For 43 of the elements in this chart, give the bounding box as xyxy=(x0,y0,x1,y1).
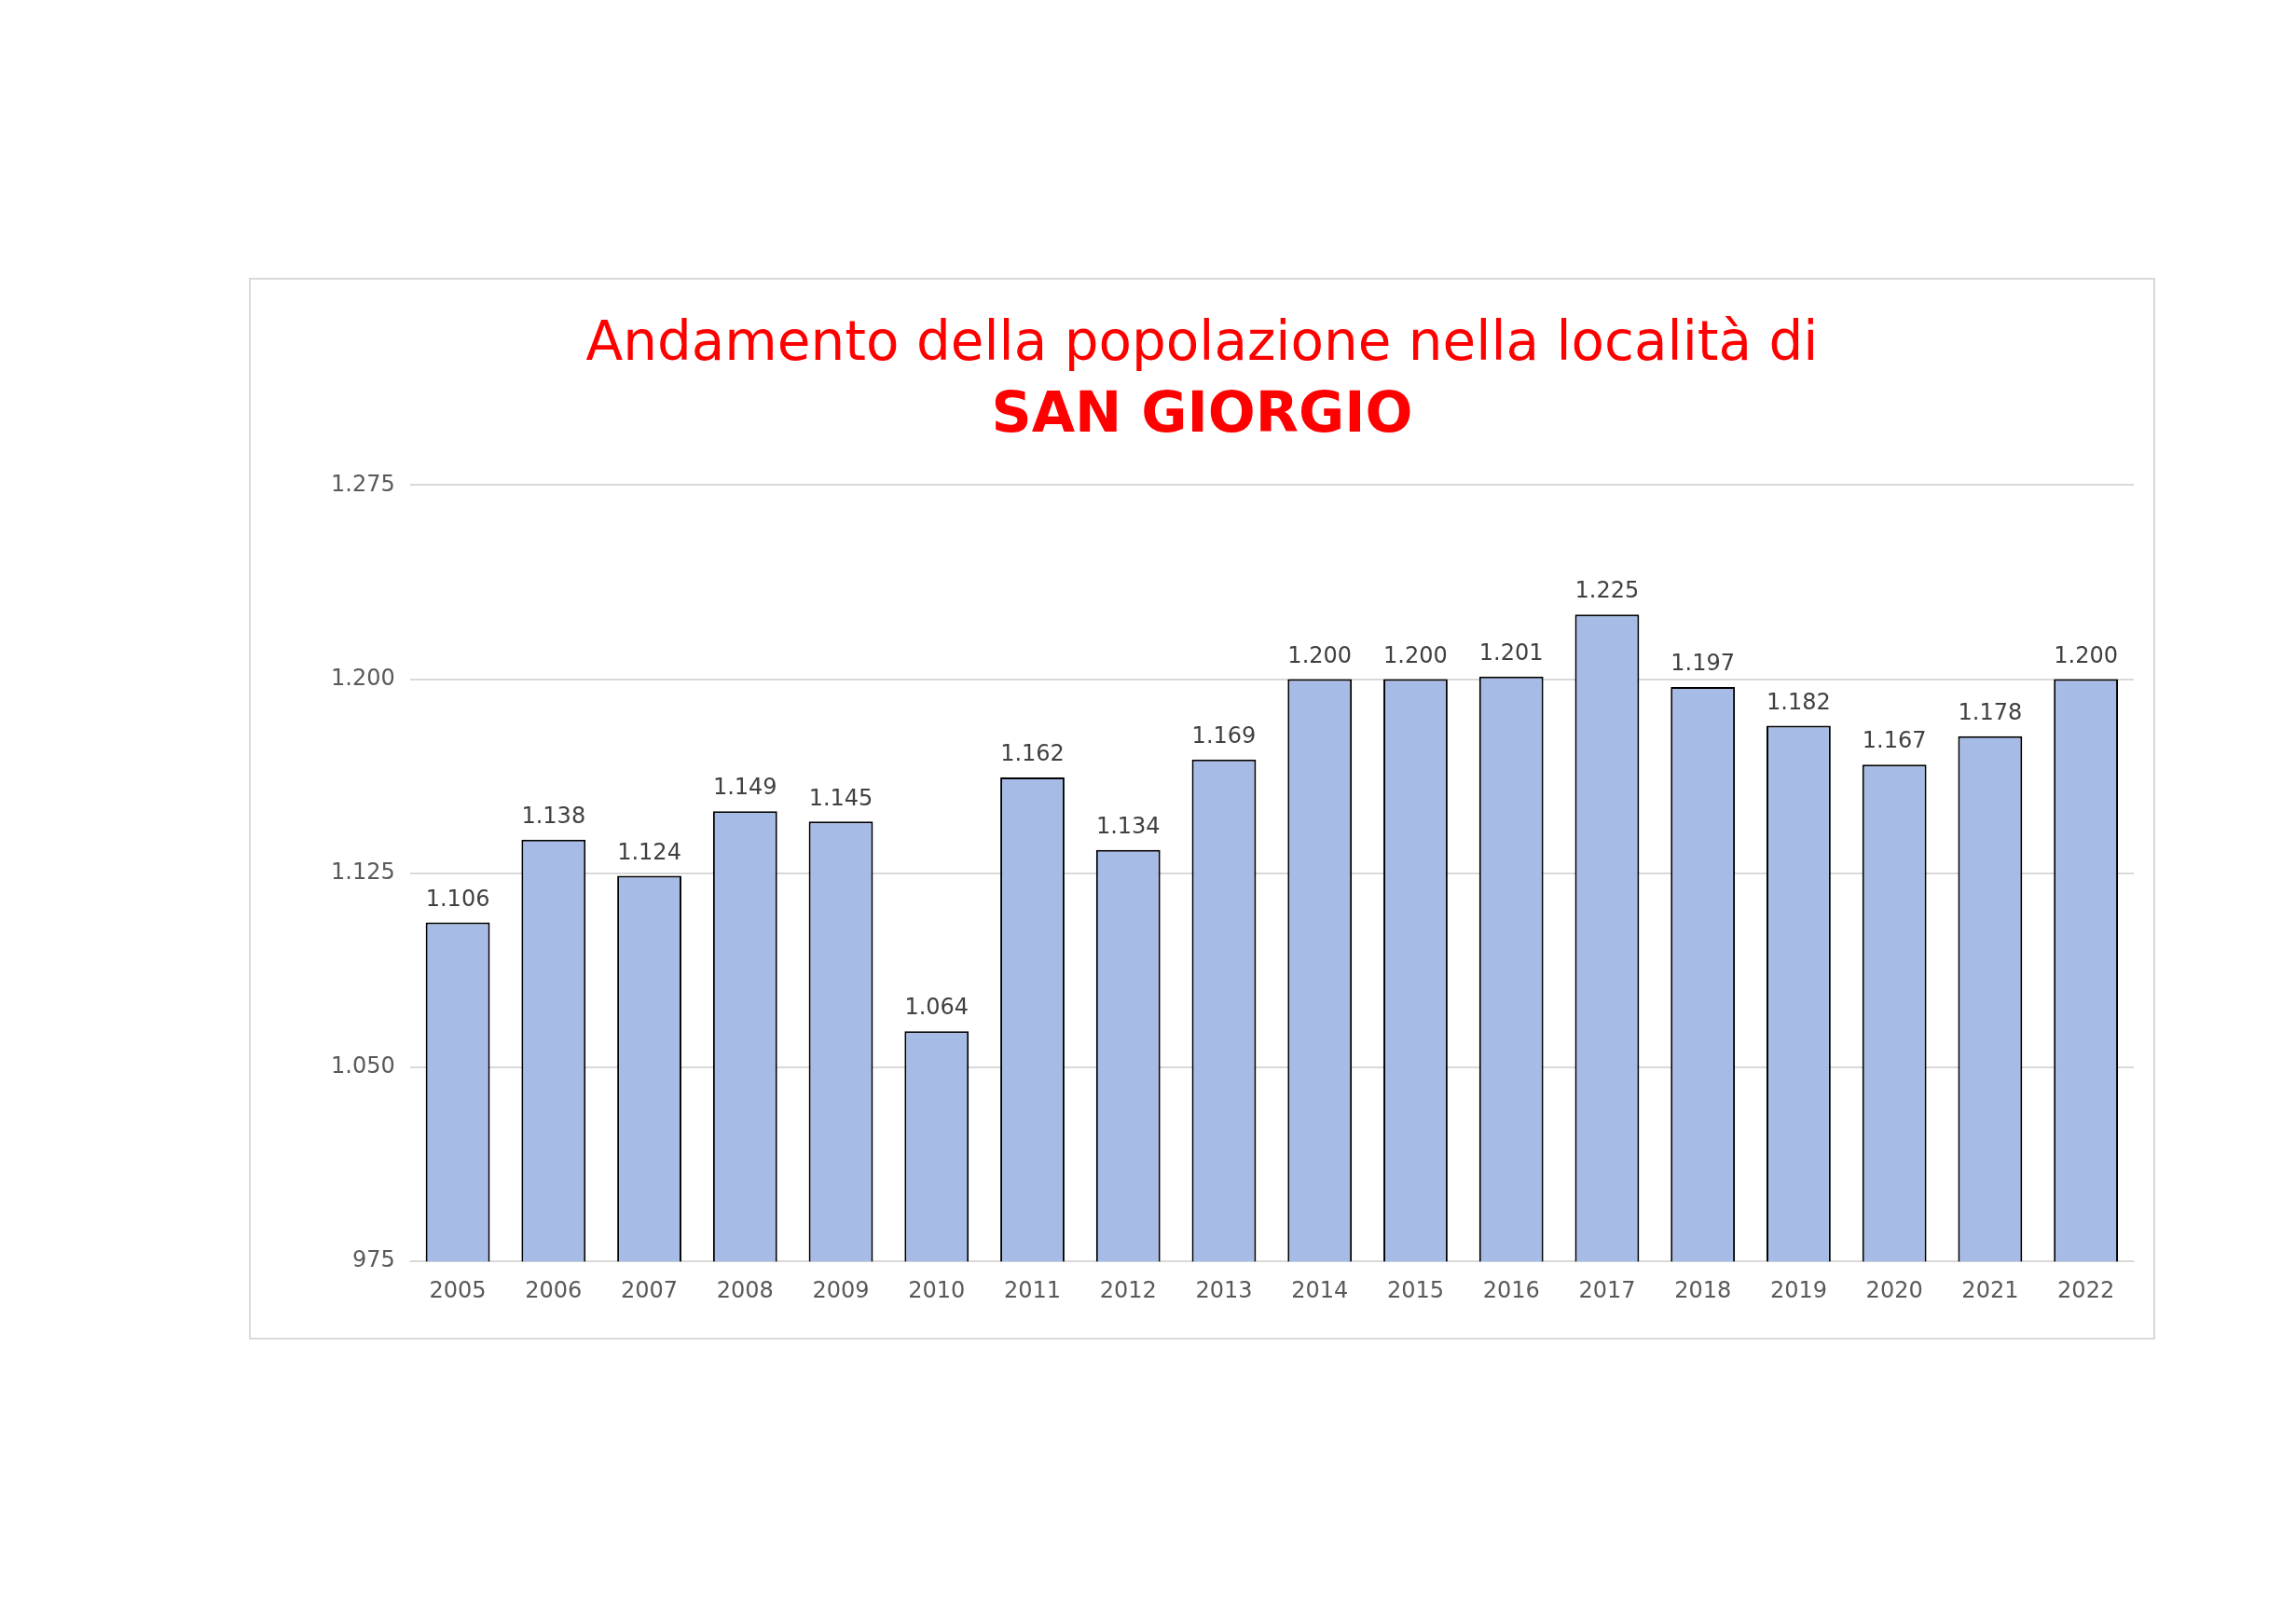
x-tick-label: 2015 xyxy=(1386,1276,1444,1303)
x-tick-label: 2012 xyxy=(1099,1276,1157,1303)
x-tick-label: 2009 xyxy=(812,1276,870,1303)
y-tick-label: 1.275 xyxy=(330,470,395,497)
x-tick-label: 2007 xyxy=(621,1276,679,1303)
x-tick-label: 2021 xyxy=(1961,1276,2019,1303)
data-label: 1.225 xyxy=(1574,577,1640,604)
x-tick-label: 2022 xyxy=(2057,1276,2115,1303)
data-label: 1.197 xyxy=(1670,650,1736,677)
chart-subtitle: SAN GIORGIO xyxy=(990,378,1414,447)
data-label: 1.169 xyxy=(1191,722,1257,749)
y-tick-label: 975 xyxy=(351,1246,395,1273)
data-label: 1.200 xyxy=(2054,641,2118,668)
data-label: 1.162 xyxy=(1000,740,1065,767)
data-label: 1.138 xyxy=(521,802,586,829)
y-tick-label: 1.125 xyxy=(330,859,395,886)
x-tick-label: 2005 xyxy=(429,1276,487,1303)
y-tick-label: 1.050 xyxy=(330,1052,395,1079)
x-tick-label: 2011 xyxy=(1003,1276,1062,1303)
data-label: 1.106 xyxy=(425,885,490,912)
chart-title: Andamento della popolazione nella località di xyxy=(584,309,1820,375)
x-tick-label: 2013 xyxy=(1195,1276,1253,1303)
x-tick-label: 2008 xyxy=(716,1276,774,1303)
data-label: 1.167 xyxy=(1862,727,1927,754)
data-label: 1.200 xyxy=(1287,641,1353,668)
x-tick-label: 2016 xyxy=(1482,1276,1540,1303)
x-tick-label: 2014 xyxy=(1291,1276,1349,1303)
data-label: 1.145 xyxy=(808,784,873,811)
x-tick-label: 2017 xyxy=(1578,1276,1636,1303)
data-label: 1.149 xyxy=(712,774,777,801)
x-tick-label: 2019 xyxy=(1769,1276,1827,1303)
x-tick-label: 2010 xyxy=(908,1276,966,1303)
data-label: 1.201 xyxy=(1478,639,1544,667)
data-label: 1.182 xyxy=(1767,688,1831,715)
data-label: 1.178 xyxy=(1958,698,2023,725)
y-tick-label: 1.200 xyxy=(330,664,395,691)
data-label: 1.134 xyxy=(1095,813,1161,840)
x-tick-label: 2020 xyxy=(1865,1276,1923,1303)
data-label: 1.124 xyxy=(617,838,681,865)
x-tick-label: 2018 xyxy=(1674,1276,1732,1303)
data-label: 1.200 xyxy=(1383,641,1448,668)
data-label: 1.064 xyxy=(904,994,969,1021)
x-tick-label: 2006 xyxy=(525,1276,583,1303)
